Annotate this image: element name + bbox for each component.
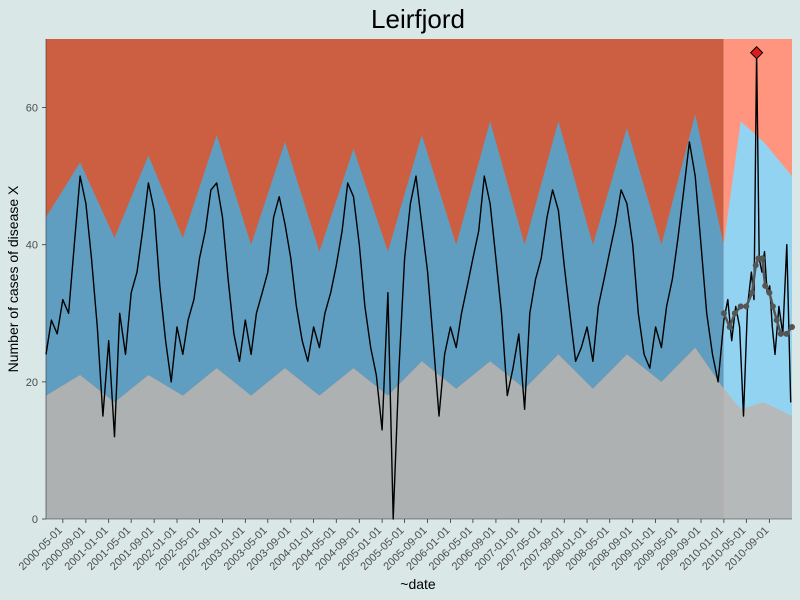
plot-area xyxy=(45,39,795,520)
y-tick-label: 60 xyxy=(26,103,38,115)
observed-cases-line xyxy=(45,52,792,520)
forecast-below-threshold-area xyxy=(723,388,792,519)
forecast-point xyxy=(743,303,750,310)
forecast-point xyxy=(777,330,784,337)
chart-title: Leirfjord xyxy=(371,4,465,34)
forecast-region xyxy=(723,39,792,519)
alarm-marker xyxy=(749,46,764,60)
baseline-below-threshold-area xyxy=(46,347,724,519)
forecast-point xyxy=(749,289,756,296)
y-tick-label: 20 xyxy=(26,377,38,389)
baseline-region xyxy=(46,39,724,519)
forecast-point xyxy=(726,324,733,330)
y-axis-title: Number of cases of disease X xyxy=(5,185,21,372)
forecast-point xyxy=(789,324,795,330)
forecast-point xyxy=(769,303,776,310)
y-tick-label: 40 xyxy=(26,240,38,252)
forecast-point xyxy=(752,262,759,269)
y-tick-label: 0 xyxy=(32,514,38,526)
forecast-point xyxy=(773,317,780,324)
baseline-expected-band xyxy=(46,114,724,403)
forecast-point xyxy=(720,310,727,317)
forecast-point xyxy=(759,255,766,262)
x-axis-title: ~date xyxy=(400,576,436,592)
forecast-point xyxy=(737,303,744,310)
forecast-point xyxy=(783,330,790,337)
forecast-point xyxy=(731,310,738,317)
forecast-point xyxy=(766,289,773,296)
forecast-point xyxy=(762,282,769,289)
